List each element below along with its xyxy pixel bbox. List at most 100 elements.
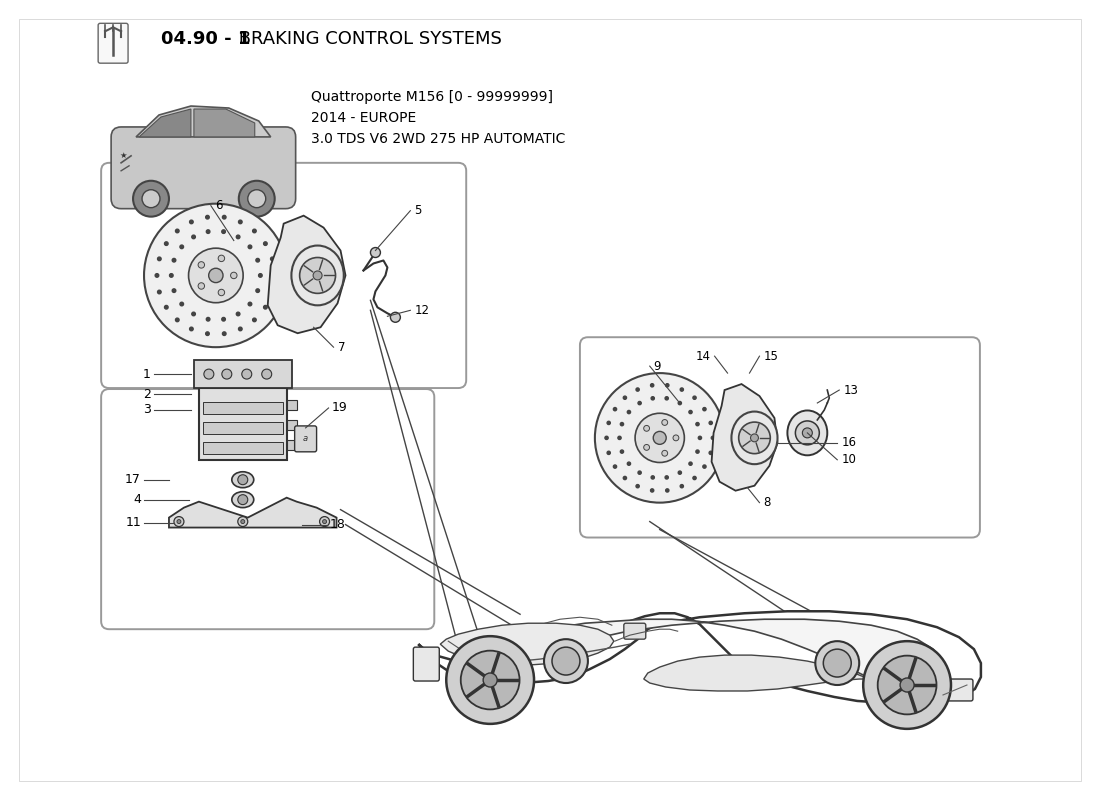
Circle shape xyxy=(651,397,654,400)
Circle shape xyxy=(802,428,812,438)
Circle shape xyxy=(710,422,713,425)
Bar xyxy=(287,440,297,450)
Circle shape xyxy=(239,327,242,330)
Polygon shape xyxy=(194,109,255,137)
Circle shape xyxy=(218,255,224,262)
Circle shape xyxy=(176,318,179,322)
Circle shape xyxy=(638,471,641,474)
Circle shape xyxy=(662,450,668,456)
Circle shape xyxy=(271,257,274,261)
Circle shape xyxy=(180,245,184,249)
Circle shape xyxy=(689,462,692,466)
Circle shape xyxy=(262,369,272,379)
Circle shape xyxy=(264,306,267,309)
Text: 3.0 TDS V6 2WD 275 HP AUTOMATIC: 3.0 TDS V6 2WD 275 HP AUTOMATIC xyxy=(310,132,565,146)
Polygon shape xyxy=(169,498,337,527)
Circle shape xyxy=(900,678,914,692)
Circle shape xyxy=(222,332,226,335)
Circle shape xyxy=(198,262,205,268)
Text: 19: 19 xyxy=(331,402,348,414)
Circle shape xyxy=(236,235,240,238)
Circle shape xyxy=(188,248,243,302)
Circle shape xyxy=(222,215,226,219)
Circle shape xyxy=(173,289,176,293)
Circle shape xyxy=(620,450,624,454)
Circle shape xyxy=(207,318,210,321)
Circle shape xyxy=(155,274,158,278)
Bar xyxy=(287,420,297,430)
Circle shape xyxy=(666,489,669,492)
Text: 17: 17 xyxy=(125,474,141,486)
Circle shape xyxy=(635,414,684,462)
FancyBboxPatch shape xyxy=(98,23,128,63)
Circle shape xyxy=(710,451,713,454)
Circle shape xyxy=(189,327,194,330)
Circle shape xyxy=(157,290,161,294)
Circle shape xyxy=(864,641,952,729)
Text: 3: 3 xyxy=(143,403,151,417)
Text: 15: 15 xyxy=(763,350,779,362)
Circle shape xyxy=(256,289,260,293)
Circle shape xyxy=(650,489,653,492)
Text: 6: 6 xyxy=(214,199,222,212)
Circle shape xyxy=(483,673,497,687)
FancyBboxPatch shape xyxy=(414,647,439,681)
Circle shape xyxy=(795,421,820,445)
Polygon shape xyxy=(712,384,778,490)
Polygon shape xyxy=(644,655,869,691)
Circle shape xyxy=(238,517,248,526)
Circle shape xyxy=(815,641,859,685)
Text: 8: 8 xyxy=(763,496,771,509)
Text: 13: 13 xyxy=(844,383,858,397)
Circle shape xyxy=(644,426,649,431)
Text: 4: 4 xyxy=(133,493,141,506)
Circle shape xyxy=(258,274,262,278)
Circle shape xyxy=(371,247,381,258)
Circle shape xyxy=(605,436,608,439)
Circle shape xyxy=(627,462,630,466)
Circle shape xyxy=(698,436,702,439)
Circle shape xyxy=(673,435,679,441)
Circle shape xyxy=(823,649,851,677)
Polygon shape xyxy=(139,109,191,137)
Circle shape xyxy=(680,485,683,488)
FancyBboxPatch shape xyxy=(111,127,296,209)
Circle shape xyxy=(666,384,669,387)
Circle shape xyxy=(689,410,692,414)
FancyBboxPatch shape xyxy=(194,360,292,388)
Circle shape xyxy=(271,290,274,294)
Circle shape xyxy=(231,272,236,278)
Circle shape xyxy=(206,332,209,335)
Polygon shape xyxy=(418,611,981,703)
Circle shape xyxy=(238,474,248,485)
Circle shape xyxy=(206,215,209,219)
Circle shape xyxy=(133,181,169,217)
Polygon shape xyxy=(136,106,271,137)
Text: 18: 18 xyxy=(330,518,345,531)
Circle shape xyxy=(173,258,176,262)
Circle shape xyxy=(249,245,252,249)
Circle shape xyxy=(878,656,936,714)
Circle shape xyxy=(662,419,668,426)
Text: 04.90 - 1: 04.90 - 1 xyxy=(161,30,251,48)
Circle shape xyxy=(157,257,161,261)
Circle shape xyxy=(666,397,669,400)
Text: 2014 - EUROPE: 2014 - EUROPE xyxy=(310,111,416,125)
Circle shape xyxy=(666,476,669,479)
Text: 12: 12 xyxy=(415,304,429,317)
Circle shape xyxy=(624,476,627,480)
Polygon shape xyxy=(267,216,345,334)
Circle shape xyxy=(636,388,639,391)
Circle shape xyxy=(238,494,248,505)
FancyBboxPatch shape xyxy=(101,163,466,388)
Circle shape xyxy=(650,384,653,387)
Circle shape xyxy=(644,445,649,450)
Circle shape xyxy=(189,220,194,224)
Circle shape xyxy=(264,242,267,246)
Circle shape xyxy=(636,485,639,488)
Circle shape xyxy=(256,258,260,262)
Circle shape xyxy=(638,402,641,405)
Circle shape xyxy=(679,402,681,405)
Ellipse shape xyxy=(292,246,344,306)
Text: 2: 2 xyxy=(143,387,151,401)
